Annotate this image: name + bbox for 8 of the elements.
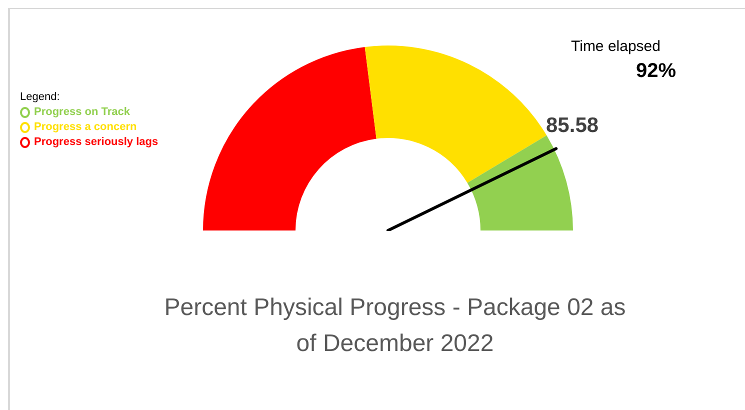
text: Time elapsed [571,38,660,55]
legend-label: Progress on Track [34,105,130,120]
text: 92% [636,60,676,83]
legend-label: Progress seriously lags [34,135,158,150]
legend-label: Progress a concern [34,120,137,135]
legend-title: Legend: [20,90,61,105]
text: Percent Physical Progress - Package 02 as of December 2022 [163,293,627,359]
text: 85.58 [546,114,599,138]
